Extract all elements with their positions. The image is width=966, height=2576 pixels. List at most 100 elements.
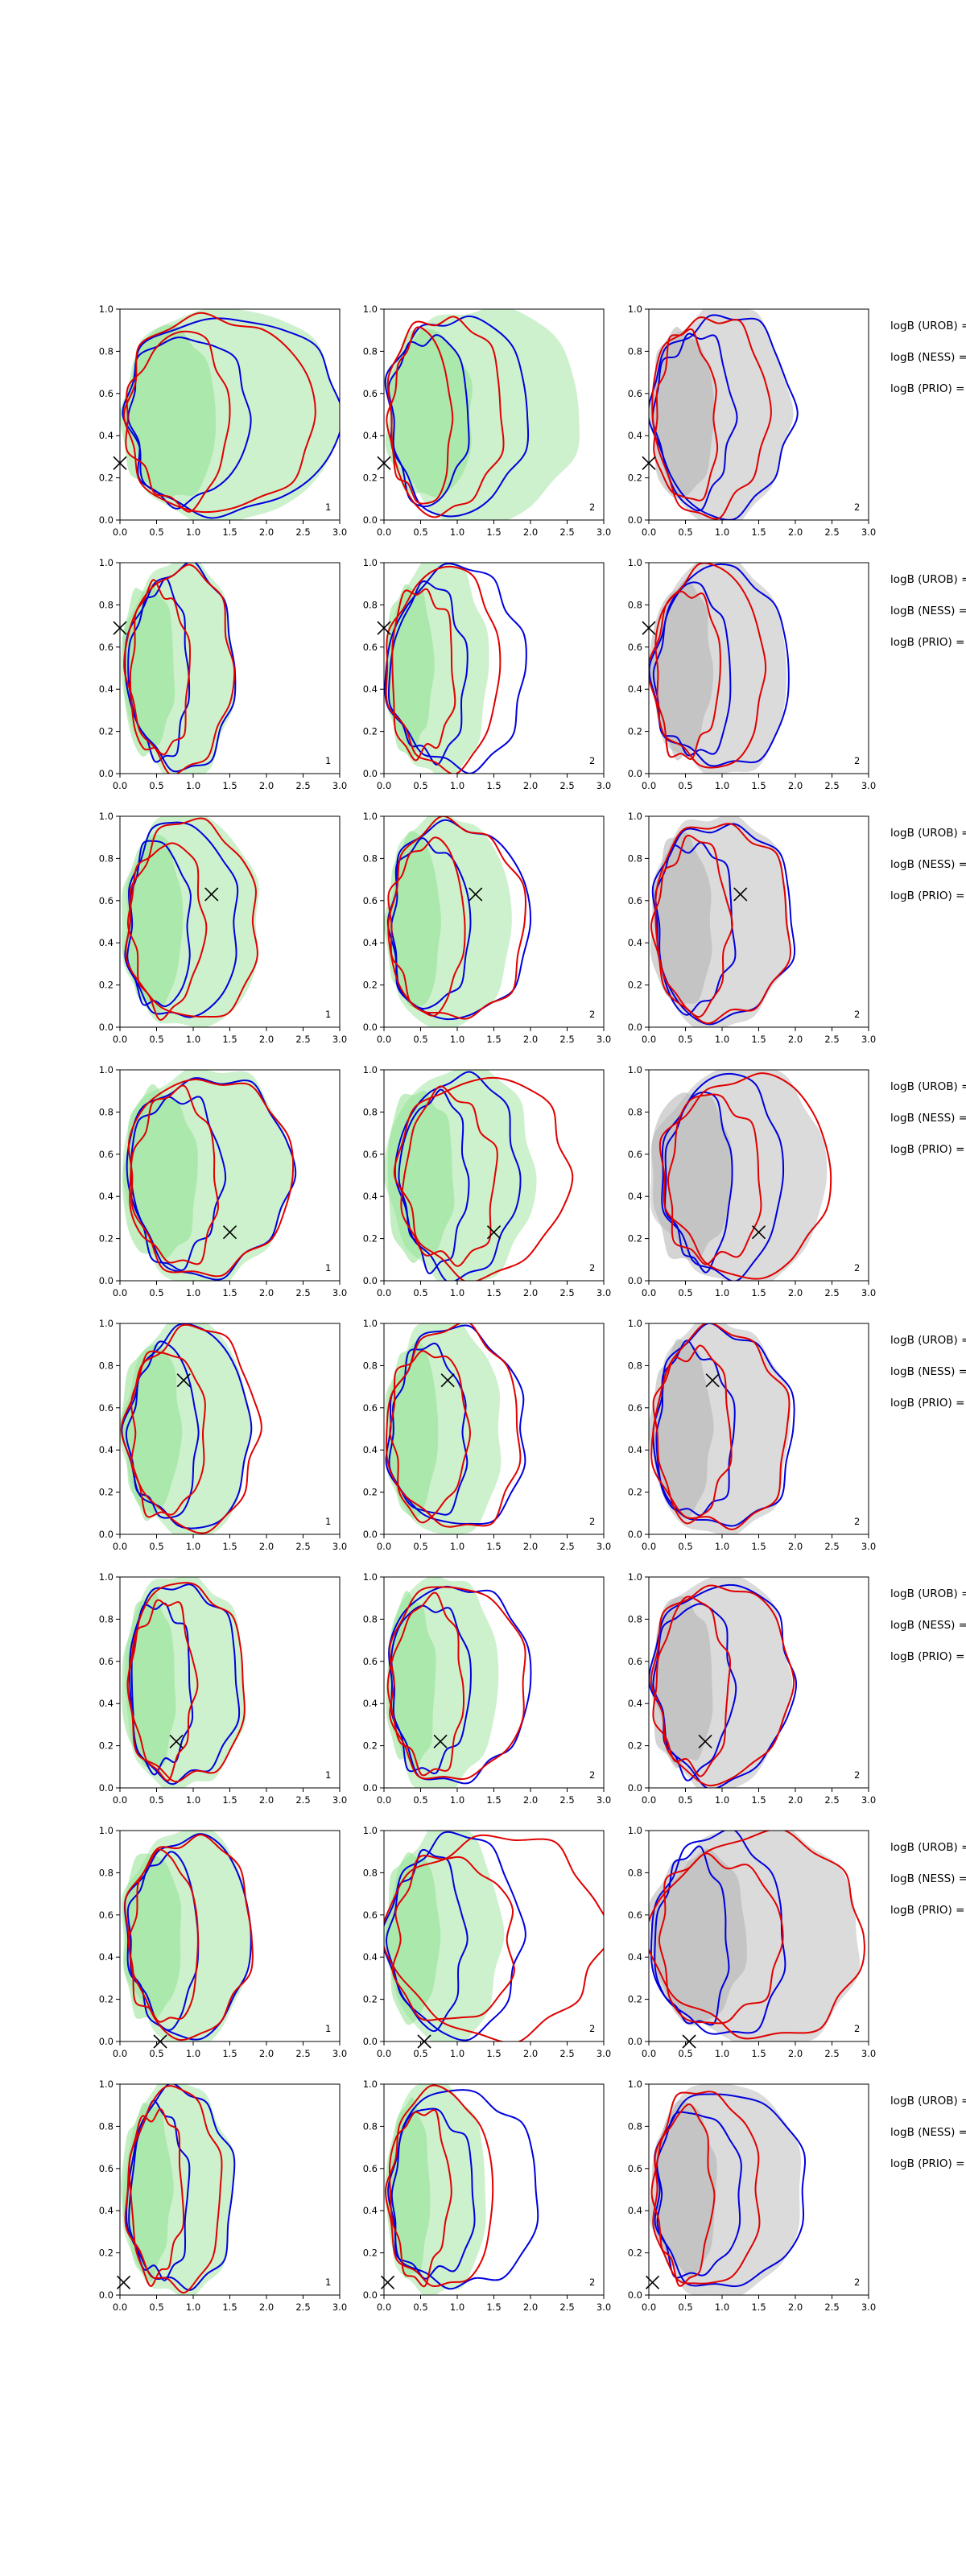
logb-annotation: logB (UROB) = <box>890 827 966 840</box>
panel-tag: 2 <box>589 1009 595 1020</box>
blue-contour-inner <box>398 1088 470 1274</box>
y-tick-label: 0.6 <box>99 1909 114 1921</box>
panel-r7-c2: 0.0 0.5 1.0 1.5 2.0 2.5 3.0 0.0 0.2 0.4 0.6 0.8 1.0 2 <box>363 1825 611 2059</box>
marker-x <box>705 1373 720 1388</box>
logb-annotation: logB (NESS) = <box>890 858 966 871</box>
y-tick-label: 0.0 <box>628 768 642 779</box>
x-tick-label: 0.5 <box>413 1794 427 1806</box>
red-contour-inner <box>400 1085 498 1267</box>
red-contour-outer <box>654 823 791 1025</box>
y-tick-label: 0.0 <box>99 768 114 779</box>
y-tick-label: 0.0 <box>628 2036 642 2047</box>
y-tick-label: 0.0 <box>628 514 642 526</box>
y-tick-label: 0.8 <box>99 2120 114 2132</box>
x-tick-label: 0.5 <box>149 1541 163 1552</box>
x-tick-label: 3.0 <box>597 1287 611 1298</box>
y-tick-label: 0.2 <box>99 1994 114 2005</box>
x-tick-label: 1.5 <box>486 2301 501 2313</box>
y-tick-label: 0.4 <box>99 1191 114 1202</box>
x-tick-label: 0.0 <box>113 1034 127 1045</box>
red-contour-outer <box>385 565 502 774</box>
row-annotations-5: logB (UROB) = logB (NESS) = logB (PRIO) = <box>890 1334 966 1410</box>
y-tick-label: 1.0 <box>99 811 114 822</box>
red-contour-outer <box>658 1072 832 1280</box>
blue-contour-outer <box>122 317 340 519</box>
panel-r8-c2: 0.0 0.5 1.0 1.5 2.0 2.5 3.0 0.0 0.2 0.4 0.6 0.8 1.0 2 <box>363 2079 611 2313</box>
y-tick-label: 1.0 <box>363 557 378 568</box>
y-tick-label: 1.0 <box>99 303 114 315</box>
y-tick-label: 0.4 <box>363 2205 378 2216</box>
panel-tag: 1 <box>325 2277 331 2288</box>
y-tick-label: 0.6 <box>628 895 642 906</box>
panel-tag: 2 <box>854 1769 860 1781</box>
x-tick-label: 2.5 <box>559 1794 574 1806</box>
red-contour-outer <box>650 1584 795 1787</box>
y-tick-label: 0.8 <box>99 852 114 864</box>
x-tick-label: 2.5 <box>295 1287 310 1298</box>
x-tick-label: 3.0 <box>597 1794 611 1806</box>
x-tick-label: 1.5 <box>751 780 766 791</box>
x-tick-label: 2.5 <box>295 1794 310 1806</box>
red-contour-inner <box>650 834 733 1018</box>
x-tick-label: 0.5 <box>149 526 163 538</box>
y-tick-label: 0.2 <box>628 980 642 991</box>
marker-x <box>169 1734 184 1748</box>
x-tick-label: 1.5 <box>751 1794 766 1806</box>
x-tick-label: 3.0 <box>597 1541 611 1552</box>
logb-annotation: logB (PRIO) = <box>890 2157 964 2170</box>
x-tick-label: 1.0 <box>715 1541 729 1552</box>
y-tick-label: 0.6 <box>628 388 642 399</box>
x-tick-label: 1.0 <box>450 1034 464 1045</box>
x-tick-label: 1.5 <box>751 2301 766 2313</box>
x-tick-label: 2.0 <box>259 2048 274 2059</box>
logb-annotation: logB (NESS) = <box>890 2126 966 2139</box>
fill-inner <box>649 2099 717 2279</box>
x-tick-label: 2.0 <box>259 1034 274 1045</box>
panel-tag: 1 <box>325 1769 331 1781</box>
y-tick-label: 0.0 <box>628 2289 642 2301</box>
row-annotations-3: logB (UROB) = logB (NESS) = logB (PRIO) = <box>890 827 966 902</box>
y-tick-label: 0.4 <box>628 1698 642 1709</box>
x-tick-label: 2.0 <box>259 780 274 791</box>
y-tick-label: 0.8 <box>628 1867 642 1878</box>
red-contour-inner <box>650 2103 716 2287</box>
x-tick-label: 0.5 <box>678 1287 692 1298</box>
x-tick-label: 1.5 <box>751 1541 766 1552</box>
x-tick-label: 2.0 <box>788 1541 803 1552</box>
x-tick-label: 0.0 <box>377 1034 391 1045</box>
x-tick-label: 1.5 <box>751 2048 766 2059</box>
x-tick-label: 2.5 <box>559 2301 574 2313</box>
y-tick-label: 0.8 <box>363 1360 378 1371</box>
x-tick-label: 2.5 <box>824 1034 839 1045</box>
logb-annotation: logB (UROB) = <box>890 1334 966 1347</box>
red-contour-outer <box>123 564 236 774</box>
y-tick-label: 0.6 <box>363 895 378 906</box>
fill-inner <box>122 1853 182 2020</box>
y-tick-label: 1.0 <box>628 1064 642 1075</box>
y-tick-label: 0.4 <box>99 1698 114 1709</box>
x-tick-label: 1.0 <box>186 1034 200 1045</box>
y-tick-label: 0.2 <box>99 726 114 737</box>
red-contour-outer <box>387 816 526 1020</box>
marker-x <box>469 887 483 902</box>
y-tick-label: 1.0 <box>628 811 642 822</box>
red-contour-outer <box>124 2085 223 2294</box>
x-tick-label: 0.0 <box>113 1541 127 1552</box>
y-tick-label: 0.8 <box>628 2120 642 2132</box>
panel-r2-c3: 0.0 0.5 1.0 1.5 2.0 2.5 3.0 0.0 0.2 0.4 0.6 0.8 1.0 2 <box>628 557 876 791</box>
panel-r2-c2: 0.0 0.5 1.0 1.5 2.0 2.5 3.0 0.0 0.2 0.4 0.6 0.8 1.0 2 <box>363 557 611 791</box>
y-tick-label: 0.8 <box>363 852 378 864</box>
y-tick-label: 0.4 <box>99 683 114 695</box>
marker-x <box>733 887 748 902</box>
panel-r5-c3: 0.0 0.5 1.0 1.5 2.0 2.5 3.0 0.0 0.2 0.4 0.6 0.8 1.0 2 <box>628 1318 876 1552</box>
red-contour-inner <box>387 836 466 1017</box>
panel-tag: 2 <box>854 1516 860 1527</box>
blue-contour-inner <box>387 334 470 508</box>
marker-x <box>645 2275 660 2289</box>
x-tick-label: 2.0 <box>259 1794 274 1806</box>
x-tick-label: 0.0 <box>377 2301 391 2313</box>
x-tick-label: 0.5 <box>149 1034 163 1045</box>
red-contour-outer <box>649 1831 865 2040</box>
panel-r1-c3: 0.0 0.5 1.0 1.5 2.0 2.5 3.0 0.0 0.2 0.4 0.6 0.8 1.0 2 <box>628 303 876 538</box>
y-tick-label: 0.0 <box>363 768 378 779</box>
